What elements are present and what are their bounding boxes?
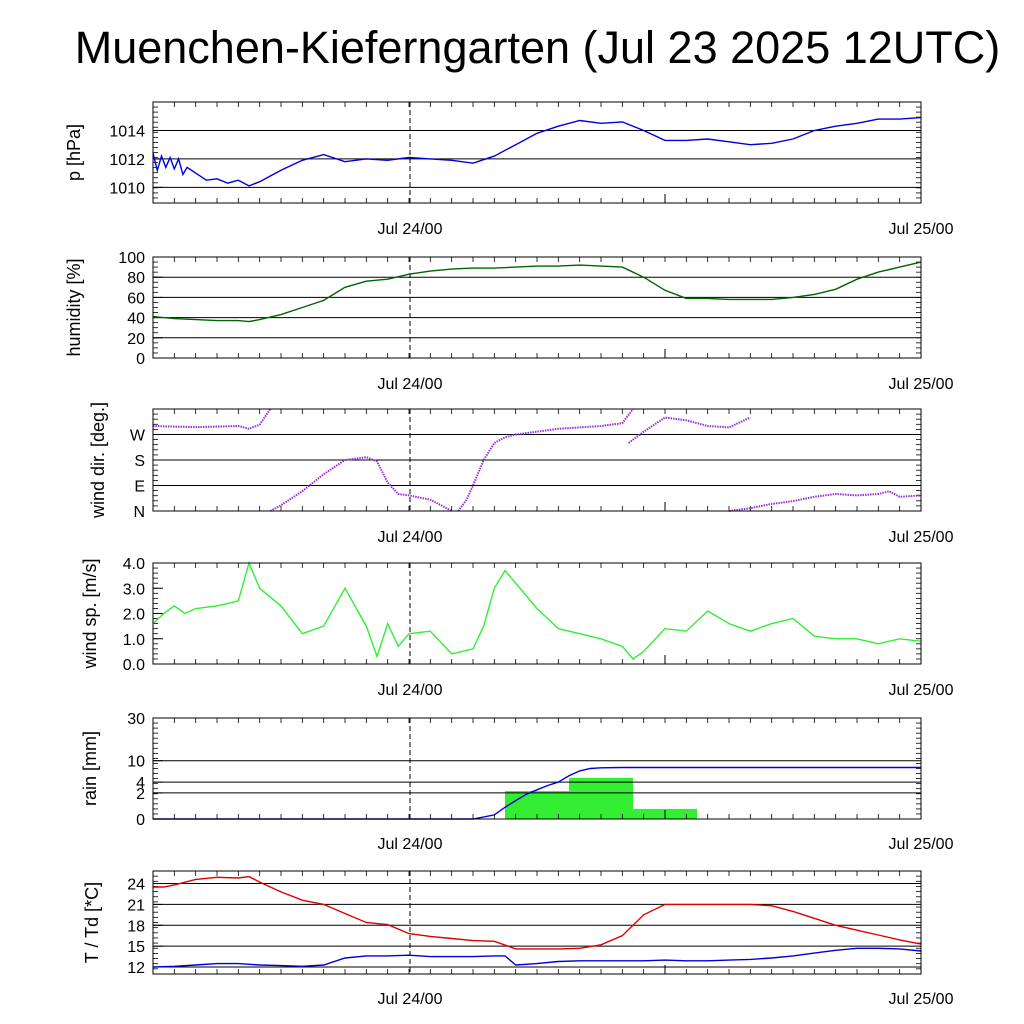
y-tick-label: W (130, 428, 146, 445)
x-tick-label: Jul 24/00 (378, 682, 443, 699)
series-line-temperature (153, 875, 922, 950)
panel-frame (152, 870, 922, 975)
y-tick-label: 1.0 (123, 632, 145, 649)
y-axis-label: p [hPa] (64, 124, 84, 181)
y-axis-label: humidity [%] (64, 258, 84, 356)
wind-dir-segment-2 (457, 408, 634, 512)
x-tick-label: Jul 24/00 (378, 991, 443, 1008)
rain-cumulative-line (153, 766, 921, 820)
y-tick-label: 40 (127, 311, 145, 328)
x-tick-label: Jul 25/00 (889, 376, 954, 393)
y-tick-label: 30 (127, 711, 145, 728)
y-tick-label: 21 (127, 897, 145, 914)
y-axis-label: rain [mm] (80, 731, 100, 806)
y-tick-label: 2 (136, 786, 145, 803)
y-tick-label: 12 (127, 960, 145, 977)
wind-dir-segment-3 (628, 416, 751, 444)
y-tick-label: 15 (127, 939, 145, 956)
x-tick-label: Jul 25/00 (889, 529, 954, 546)
x-tick-label: Jul 24/00 (378, 836, 443, 853)
x-tick-label: Jul 24/00 (378, 529, 443, 546)
y-tick-label: 0.0 (123, 657, 145, 674)
rain-bar-1 (569, 777, 633, 819)
series-line-wind_speed (152, 560, 922, 660)
x-tick-label: Jul 25/00 (889, 836, 954, 853)
panel-humidity: 0 20 40 60 80 100 Jul 24/00 Jul 25/00 humidity [… (64, 250, 954, 393)
wind-dir-segment-0 (152, 408, 272, 430)
y-tick-label: 10 (127, 754, 145, 771)
y-axis-label: wind dir. [deg.] (88, 402, 108, 519)
wind-dir-segment-1 (269, 456, 453, 512)
y-tick-label: 0 (136, 351, 145, 368)
panel-frame (152, 256, 922, 359)
y-axis-label: wind sp. [m/s] (80, 558, 100, 669)
x-tick-label: Jul 25/00 (889, 221, 954, 238)
panel-temperature_dewpoint: 12 15 18 21 24 Jul 24/00 Jul 25/00 T / Td [*C] (82, 870, 954, 1008)
series-line-pressure (152, 116, 922, 187)
y-tick-label: 80 (127, 270, 145, 287)
wind-dir-segment-4 (728, 490, 922, 512)
y-tick-label: 20 (127, 331, 145, 348)
y-tick-label: 4 (136, 775, 145, 792)
y-tick-label: S (134, 453, 145, 470)
panel-wind_speed: 0.0 1.0 2.0 3.0 4.0 Jul 24/00 Jul 25/00 wind sp… (80, 556, 954, 699)
y-tick-label: 3.0 (123, 581, 145, 598)
y-tick-label: 60 (127, 290, 145, 307)
panel-frame (152, 101, 922, 204)
panel-frame (152, 562, 922, 665)
panel-frame (152, 717, 922, 820)
panel-rain: 0 24 10 30 Jul 24/00 Jul 25/00 rain [mm] (80, 711, 954, 853)
x-tick-label: Jul 25/00 (889, 682, 954, 699)
y-tick-label: E (134, 479, 145, 496)
y-tick-label: 0 (136, 812, 145, 829)
y-tick-label: 1012 (109, 152, 145, 169)
y-tick-label: 18 (127, 918, 145, 935)
x-tick-label: Jul 24/00 (378, 376, 443, 393)
y-tick-label: 4.0 (123, 556, 145, 573)
series-line-humidity (152, 261, 922, 323)
y-tick-label: 2.0 (123, 607, 145, 624)
y-tick-label: 100 (118, 250, 145, 267)
y-tick-label: 1014 (109, 123, 145, 140)
y-tick-label: N (133, 504, 145, 521)
panel-pressure: 1010 1012 1014 Jul 24/00 Jul 25/00 p [hPa] (64, 101, 954, 238)
chart-title: Muenchen-Kieferngarten (Jul 23 2025 12UT… (74, 22, 1001, 73)
x-tick-label: Jul 25/00 (889, 991, 954, 1008)
y-axis-label: T / Td [*C] (82, 882, 102, 963)
series-line-dewpoint (152, 947, 922, 968)
x-tick-label: Jul 24/00 (378, 221, 443, 238)
y-tick-label: 1010 (109, 180, 145, 197)
panel-frame (152, 408, 922, 512)
y-tick-label: 24 (127, 877, 145, 894)
